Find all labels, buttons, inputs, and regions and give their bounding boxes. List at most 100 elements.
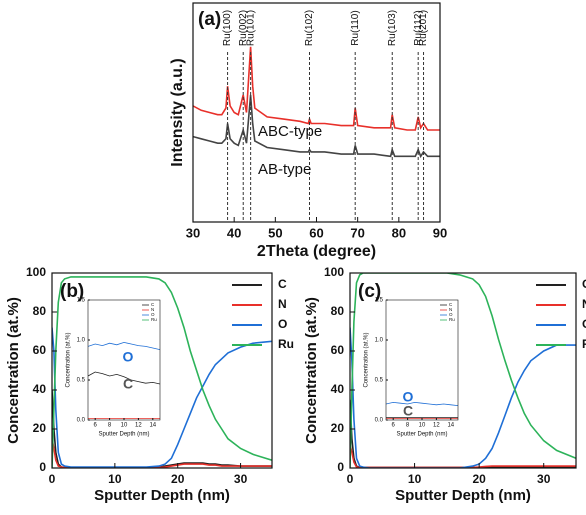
y-axis-label: Concentration (at.%) (66, 332, 72, 387)
x-tick-label: 6 (94, 423, 98, 429)
x-tick-label: 50 (268, 225, 282, 240)
y-tick-label: 60 (331, 343, 345, 357)
y-tick-label: 100 (324, 265, 344, 279)
y-axis-label: Intensity (a.u.) (169, 58, 186, 166)
y-axis-label: Concentration (at.%) (303, 297, 320, 444)
y-axis-label: Concentration (at.%) (5, 297, 22, 444)
series-label: AB-type (258, 161, 311, 178)
series-line (52, 327, 272, 468)
x-tick-label: 10 (108, 472, 122, 486)
x-tick-label: 30 (186, 225, 200, 240)
legend-label: N (449, 307, 452, 312)
legend-label: N (151, 307, 154, 312)
y-axis-label: Concentration (at.%) (364, 332, 370, 387)
y-tick-label: 0 (337, 460, 344, 474)
series-line (350, 273, 576, 468)
x-tick-label: 12 (135, 423, 142, 429)
reference-label: Ru(101) (245, 10, 256, 46)
y-tick-label: 40 (331, 382, 345, 396)
reference-label: Ru(103) (387, 10, 398, 46)
y-tick-label: 0.5 (77, 378, 86, 384)
plot-area (350, 273, 576, 468)
y-tick-label: 1.5 (375, 298, 384, 304)
legend-label: Ru (278, 337, 294, 351)
x-tick-label: 10 (419, 423, 426, 429)
series-line (52, 438, 272, 468)
inset-background (386, 300, 458, 420)
x-tick-label: 90 (433, 225, 447, 240)
x-tick-label: 20 (472, 472, 486, 486)
x-tick-label: 10 (121, 423, 128, 429)
plot-area (52, 276, 272, 468)
legend-label: C (151, 302, 155, 307)
reference-label: Ru(002) (238, 10, 249, 46)
annotation: C (123, 376, 133, 392)
y-tick-label: 0.0 (375, 418, 384, 424)
y-tick-label: 80 (33, 304, 47, 318)
annotation: O (123, 349, 134, 365)
y-tick-label: 60 (33, 343, 47, 357)
series-label: ABC-type (258, 123, 322, 140)
y-tick-label: 1.5 (77, 298, 86, 304)
series-line (350, 327, 576, 468)
panel-label: (b) (60, 281, 84, 302)
x-tick-label: 40 (227, 225, 241, 240)
x-axis-label: Sputter Depth (nm) (98, 432, 149, 438)
annotation: C (403, 403, 413, 419)
series-line (193, 46, 440, 131)
legend-label: C (278, 277, 287, 291)
x-tick-label: 10 (408, 472, 422, 486)
legend-label: N (582, 297, 586, 311)
legend-label: C (582, 277, 586, 291)
x-tick-label: 8 (108, 423, 112, 429)
plot-frame (349, 272, 577, 469)
x-tick-label: 14 (149, 423, 156, 429)
annotation: O (403, 389, 414, 405)
series-line (88, 371, 160, 385)
x-tick-label: 80 (392, 225, 406, 240)
y-tick-label: 0.0 (77, 418, 86, 424)
reference-label: Ru(102) (304, 10, 315, 46)
y-tick-label: 0 (39, 460, 46, 474)
x-tick-label: 8 (406, 423, 410, 429)
legend-label: O (449, 312, 453, 317)
x-tick-label: 0 (49, 472, 56, 486)
y-tick-label: 1.0 (375, 338, 384, 344)
legend-label: O (582, 317, 586, 331)
series-line (52, 276, 272, 468)
y-tick-label: 20 (33, 421, 47, 435)
panel-label: (c) (358, 281, 381, 302)
y-tick-label: 40 (33, 382, 47, 396)
y-tick-label: 0.5 (375, 378, 384, 384)
y-tick-label: 80 (331, 304, 345, 318)
plot-frame (51, 272, 273, 469)
x-tick-label: 30 (234, 472, 248, 486)
panel-label: (a) (198, 9, 221, 30)
x-axis-label: 2Theta (degree) (257, 243, 376, 260)
x-tick-label: 20 (171, 472, 185, 486)
legend-label: Ru (449, 317, 455, 322)
x-tick-label: 0 (347, 472, 354, 486)
reference-label: Ru(100) (222, 10, 233, 46)
x-tick-label: 60 (309, 225, 323, 240)
series-line (350, 444, 576, 468)
x-tick-label: 14 (447, 423, 454, 429)
series-line (350, 399, 576, 468)
x-axis-label: Sputter Depth (nm) (395, 487, 531, 504)
series-line (386, 401, 458, 406)
y-tick-label: 1.0 (77, 338, 86, 344)
series-line (52, 389, 272, 468)
legend-label: N (278, 297, 287, 311)
x-tick-label: 12 (433, 423, 440, 429)
reference-label: Ru(110) (350, 10, 361, 45)
reference-label: Ru(201) (418, 10, 429, 46)
x-axis-label: Sputter Depth (nm) (94, 487, 230, 504)
x-tick-label: 6 (392, 423, 396, 429)
legend-label: Ru (582, 337, 586, 351)
x-tick-label: 70 (350, 225, 364, 240)
legend-label: C (449, 302, 453, 307)
legend-label: Ru (151, 317, 157, 322)
series-line (88, 341, 160, 350)
legend-label: O (151, 312, 155, 317)
